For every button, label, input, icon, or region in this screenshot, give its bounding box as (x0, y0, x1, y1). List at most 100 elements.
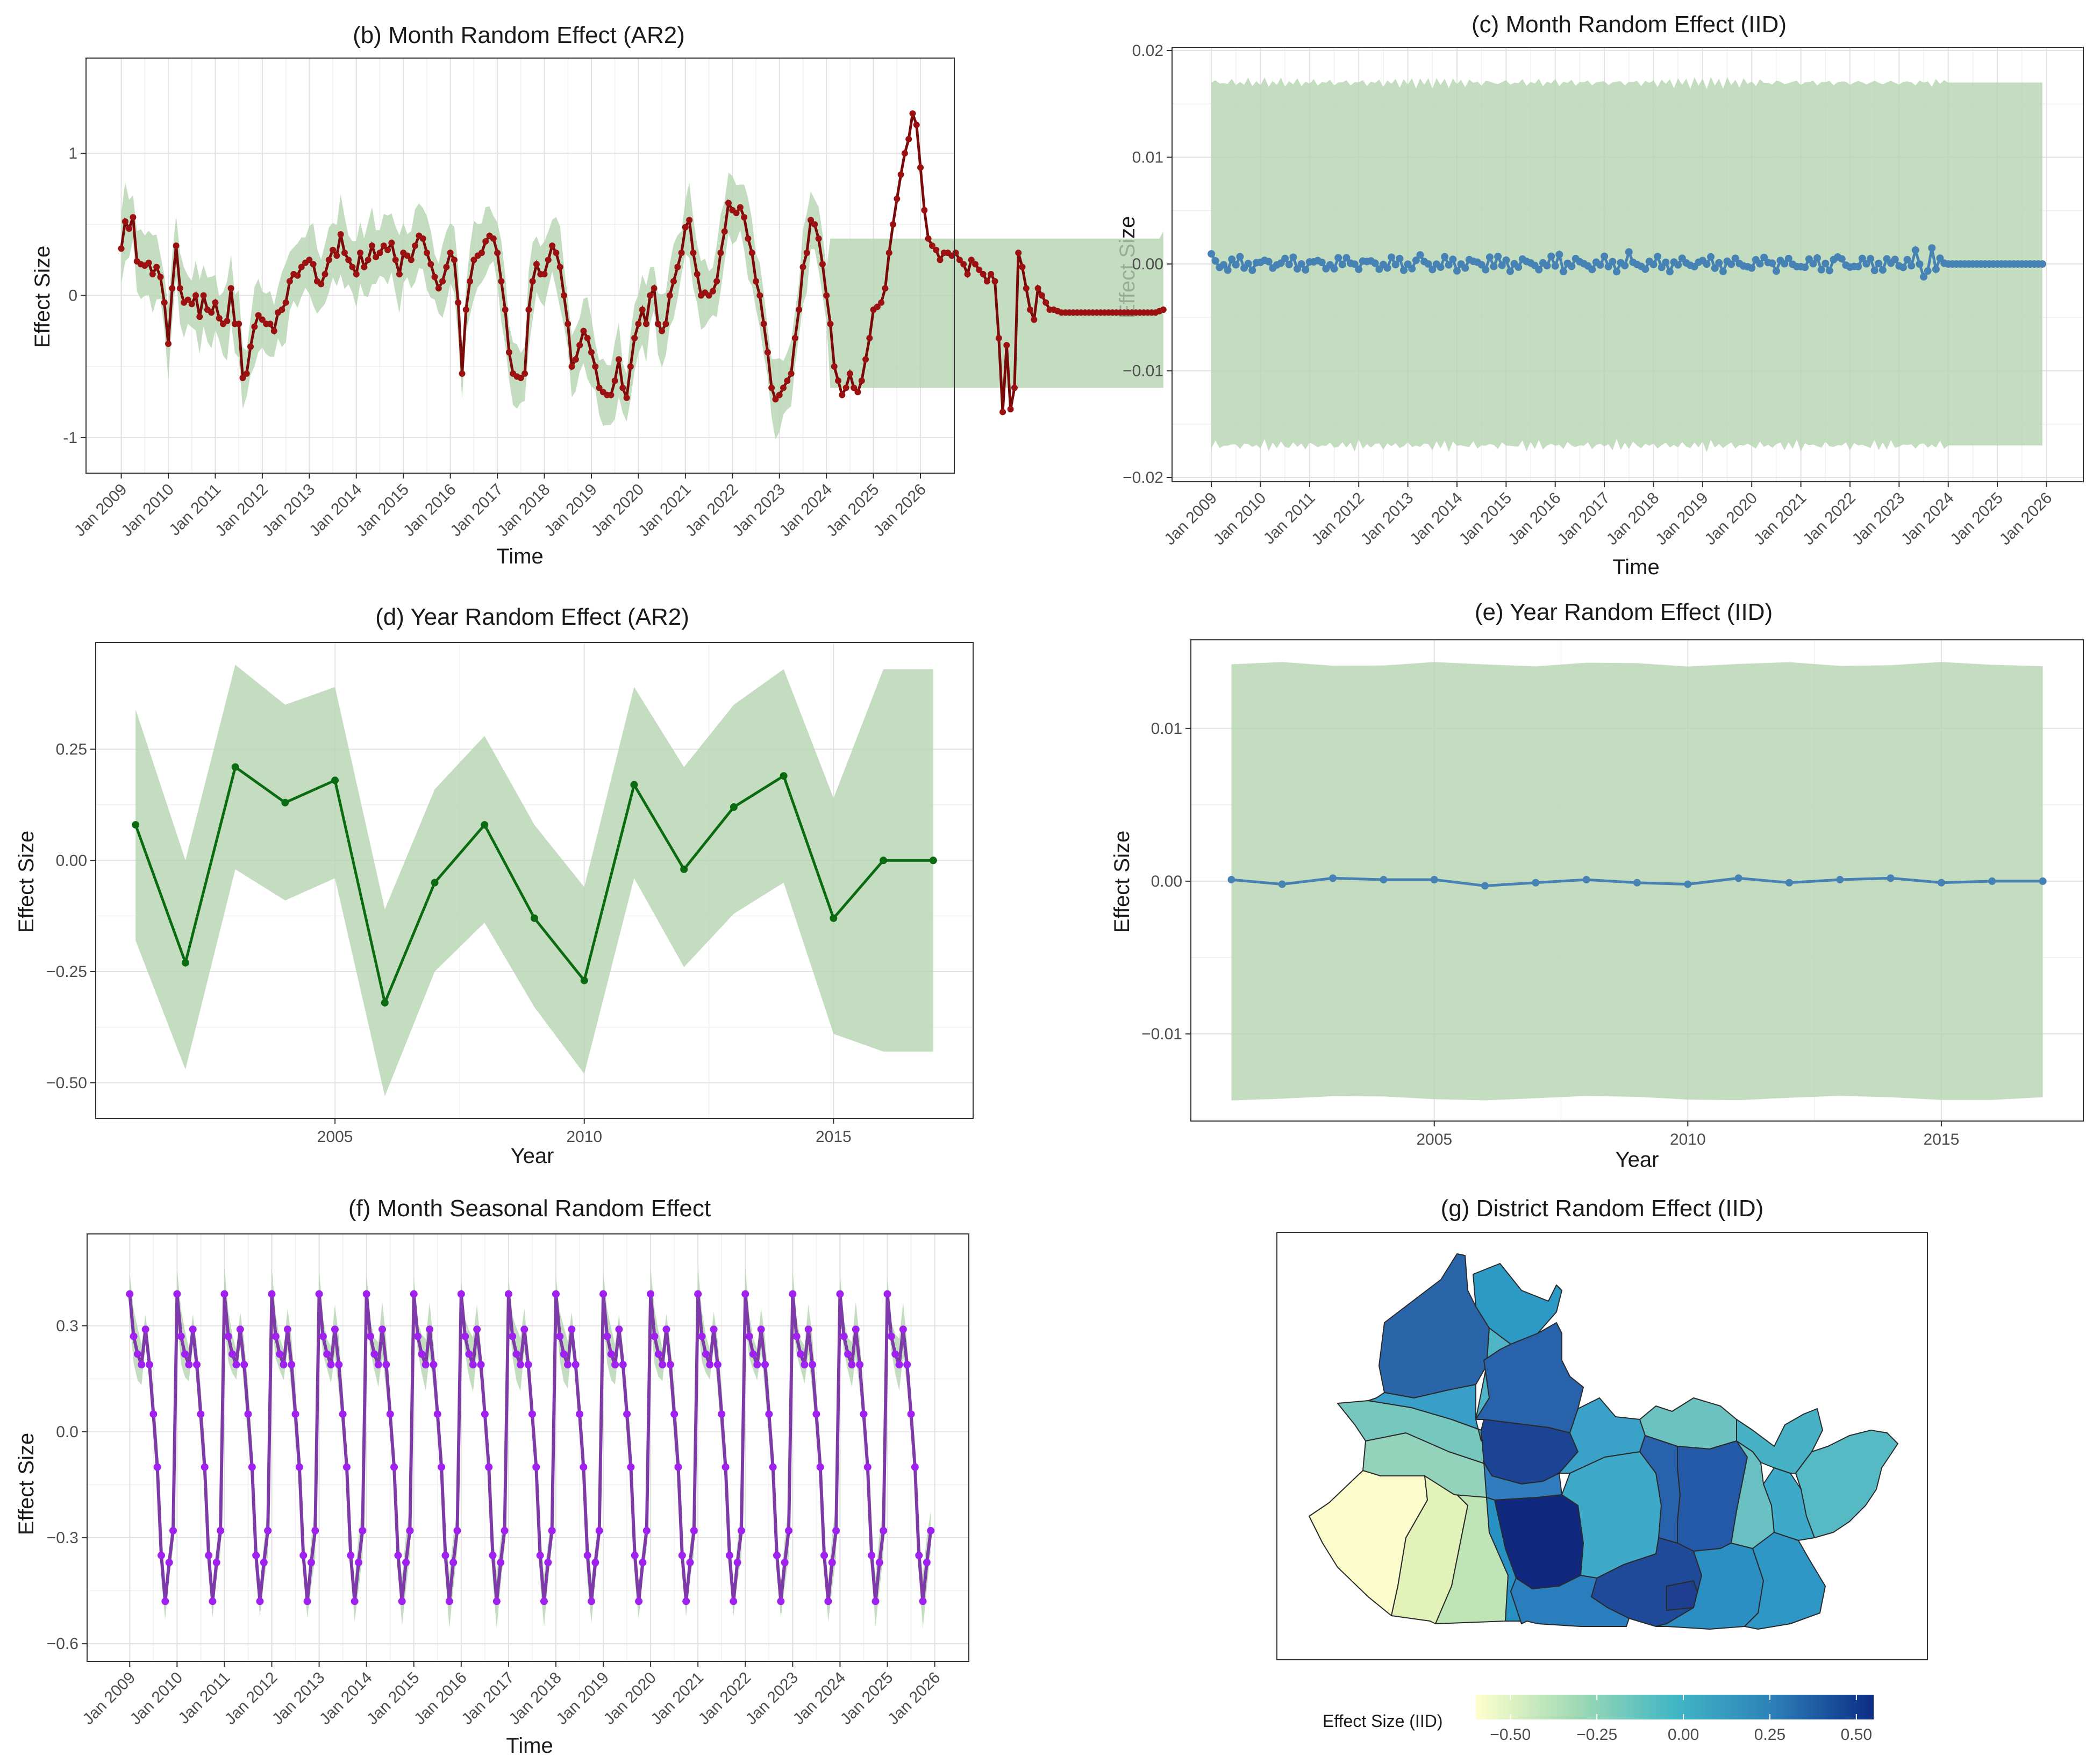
panel-f-point (848, 1361, 856, 1369)
panel-f-point (670, 1410, 678, 1418)
panel-b-point (361, 263, 368, 270)
panel-f-point (544, 1559, 552, 1567)
panel-f-point (911, 1463, 919, 1471)
panel-b-point (467, 278, 474, 285)
panel-b-point (208, 309, 215, 316)
panel-c-point (1784, 254, 1792, 262)
panel-b-point (404, 252, 411, 259)
panel-b-point (224, 318, 231, 325)
panel-d-point (580, 976, 588, 984)
panel-f-point (509, 1332, 517, 1340)
panel-f-point (875, 1559, 883, 1567)
panel-b-point (623, 394, 630, 401)
panel-b-point (596, 384, 603, 391)
panel-b-y-tick-label: 0 (68, 287, 77, 305)
panel-f-point (359, 1526, 367, 1534)
panel-c-x-tick-label: Jan 2011 (1260, 489, 1319, 548)
panel-b-point (545, 256, 552, 263)
panel-b-point (991, 278, 998, 285)
panel-b-point (353, 270, 360, 277)
panel-f-point (733, 1559, 741, 1567)
panel-f-point (161, 1597, 169, 1605)
panel-f-point (856, 1361, 864, 1369)
panel-c-point (1719, 267, 1727, 275)
panel-b-point (909, 110, 916, 117)
panel-c-x-tick-label: Jan 2024 (1898, 489, 1958, 549)
panel-b-point (541, 270, 548, 277)
panel-b-point (247, 343, 254, 350)
panel-f-point (489, 1551, 497, 1559)
panel-c-point (1899, 263, 1907, 272)
panel-f-point (741, 1290, 749, 1298)
panel-f-point (765, 1410, 773, 1418)
panel-f-point (548, 1526, 556, 1534)
map-legend-tick-label: 0.25 (1754, 1726, 1785, 1744)
panel-f-point (662, 1325, 670, 1333)
panel-f-point (820, 1551, 828, 1559)
panel-f-point (560, 1350, 568, 1358)
panel-c-point (1621, 261, 1629, 269)
panel-f-point (288, 1361, 296, 1369)
panel-f-point (891, 1350, 899, 1358)
panel-c-x-tick-label: Jan 2013 (1358, 489, 1417, 549)
panel-f-point (236, 1325, 244, 1333)
panel-f-point (737, 1526, 745, 1534)
panel-f-point (339, 1410, 347, 1418)
panel-b-point (894, 195, 901, 202)
panel-b-point (592, 363, 599, 370)
panel-f-y-tick-label: −0.6 (47, 1635, 78, 1653)
panel-f-point (647, 1290, 655, 1298)
panel-c-x-tick-label: Jan 2010 (1210, 489, 1270, 549)
panel-b-point (741, 214, 748, 221)
panel-f-point (627, 1463, 635, 1471)
panel-b-point (827, 320, 834, 327)
panel-e-point (1380, 876, 1388, 884)
panel-b-point (642, 320, 649, 327)
panel-c-point (1568, 262, 1576, 270)
panel-f-point (619, 1361, 627, 1369)
panel-f-point (722, 1463, 730, 1471)
panel-c-point (1772, 267, 1780, 275)
panel-f-point (552, 1290, 560, 1298)
panel-f-point (769, 1463, 777, 1471)
panel-c-point (1494, 252, 1502, 260)
panel-b-point (694, 270, 701, 277)
panel-c-point (1228, 255, 1236, 263)
panel-b-point (639, 306, 646, 313)
panel-f-point (651, 1332, 659, 1340)
panel-b-point (505, 349, 512, 356)
panel-d-y-tick-label: −0.25 (46, 963, 87, 981)
panel-c-point (1625, 248, 1633, 256)
panel-b-point (392, 256, 399, 263)
panel-c-point (1727, 260, 1735, 268)
panel-b-point (212, 299, 219, 306)
panel-f-point (217, 1526, 225, 1534)
panel-c-point (1908, 262, 1916, 270)
panel-c-point (1399, 266, 1408, 274)
panel-d-point (880, 856, 888, 865)
panel-b-point (717, 249, 724, 256)
panel-c-point (1502, 256, 1510, 264)
panel-c-point (1281, 254, 1289, 262)
panel-c-point (1649, 260, 1658, 268)
panel-c-point (1596, 261, 1604, 269)
panel-c-point (1351, 260, 1359, 268)
panel-b-point (690, 249, 697, 256)
panel-b-point (983, 278, 990, 285)
panel-f-point (595, 1526, 603, 1534)
panel-f-point (642, 1526, 651, 1534)
panel-b-point (890, 221, 897, 228)
panel-e-title: (e) Year Random Effect (IID) (1475, 599, 1773, 625)
panel-f-point (252, 1551, 260, 1559)
panel-f-point (777, 1597, 785, 1605)
panel-b-point (408, 256, 415, 263)
panel-b-point (235, 320, 242, 327)
panel-f-point (713, 1361, 722, 1369)
panel-c-point (1601, 252, 1609, 260)
panel-f-point (872, 1597, 880, 1605)
panel-b-point (560, 292, 567, 299)
panel-f-point (611, 1361, 619, 1369)
panel-c-y-tick-label: 0.01 (1132, 148, 1163, 166)
panel-c-x-tick-label: Jan 2026 (1996, 489, 2056, 549)
